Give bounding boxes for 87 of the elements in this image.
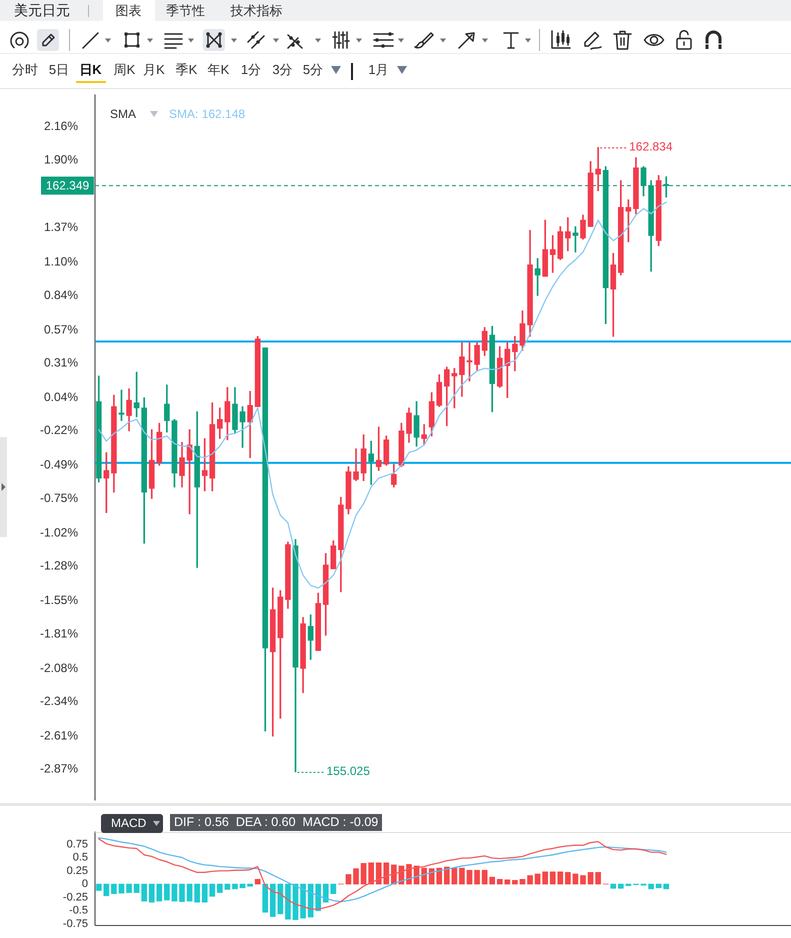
annotation: 155.025 (326, 764, 370, 778)
bar (111, 884, 117, 894)
y-tick-label: -0.5 (69, 904, 88, 917)
bar (550, 872, 556, 884)
bar (383, 862, 390, 884)
bar (542, 872, 548, 884)
bar (104, 884, 110, 896)
y-tick-label: -0.75% (40, 490, 78, 505)
bar (202, 884, 208, 902)
bar (368, 862, 374, 884)
text: 日K (79, 62, 102, 78)
text: 季K (176, 62, 198, 78)
bar (156, 884, 162, 902)
chart-title: MACD (111, 816, 146, 831)
bar (164, 884, 170, 900)
text: 图表 (116, 3, 142, 18)
text: 5日 (48, 62, 70, 78)
y-tick-label: 1.10% (44, 254, 78, 269)
y-tick-label: 0.04% (44, 390, 78, 404)
bar (262, 884, 268, 913)
y-tick-label: -2.61% (40, 728, 78, 742)
text: 季节性 (166, 3, 205, 18)
y-tick-label: 1.90% (44, 152, 78, 166)
bar (134, 884, 140, 893)
y-tick-label: 0.57% (44, 322, 78, 336)
y-tick-label: -2.34% (40, 694, 78, 708)
bar (496, 878, 503, 884)
text: 月K (143, 62, 165, 78)
y-tick-label: 0.31% (44, 356, 78, 370)
bar (217, 884, 223, 893)
bar (512, 880, 518, 884)
bar (141, 884, 148, 902)
y-tick-label: -2.08% (40, 660, 78, 675)
bar (278, 884, 284, 914)
bar (444, 866, 450, 884)
bar (330, 884, 336, 894)
y-tick-label: -1.28% (40, 558, 78, 573)
y-tick-label: -1.55% (40, 593, 78, 608)
chart-subtitle: DIF : 0.56 DEA : 0.60 MACD : -0.09 (174, 814, 378, 831)
y-tick-label: 0.75 (66, 838, 88, 850)
bar (308, 884, 314, 918)
text: 162.349 (46, 178, 90, 192)
bar (148, 884, 155, 902)
bar (270, 884, 276, 917)
candlestick (118, 390, 124, 422)
text: 分时 (12, 62, 38, 78)
bar (595, 872, 601, 884)
bar (322, 884, 329, 902)
bar (360, 863, 366, 884)
bar (489, 876, 496, 884)
y-tick-label: -0.25 (62, 891, 88, 904)
y-tick-label: -1.81% (40, 626, 78, 640)
bar (565, 872, 571, 884)
y-tick-label: 0 (82, 878, 88, 890)
text: SMA: 162.148 (169, 107, 246, 121)
y-tick-label: 0.25 (66, 864, 88, 877)
bar (96, 884, 102, 891)
bar (254, 878, 260, 884)
y-tick-label: -0.49% (40, 458, 78, 472)
annotation: 162.834 (629, 140, 673, 154)
y-tick-label: 1.37% (44, 220, 78, 234)
text: 5分 (302, 62, 324, 78)
text: 年K (208, 62, 230, 78)
bar (376, 862, 382, 884)
bar (504, 880, 510, 884)
y-tick-label: -1.02% (40, 525, 78, 540)
bar (482, 870, 488, 884)
bar (534, 874, 540, 884)
y-tick-label: -0.22% (40, 423, 78, 438)
bar (224, 884, 230, 890)
text: 1分 (240, 62, 262, 78)
text: 技术指标 (230, 3, 282, 18)
y-tick-label: 2.16% (44, 119, 78, 134)
y-tick-label: 0.5 (72, 852, 88, 864)
y-tick-label: -2.87% (40, 762, 78, 776)
candlestick (572, 226, 578, 252)
legend-title: SMA (110, 107, 136, 121)
text: 美元日元 (14, 2, 70, 19)
text: 3分 (272, 62, 293, 78)
text: 周K (114, 62, 136, 78)
bar (194, 884, 200, 902)
bar (452, 868, 458, 884)
y-tick-label: 0.84% (44, 288, 78, 302)
bar (557, 872, 564, 884)
y-tick-label: -0.75 (62, 918, 88, 930)
text: 1月 (368, 62, 389, 78)
bar (209, 884, 216, 897)
